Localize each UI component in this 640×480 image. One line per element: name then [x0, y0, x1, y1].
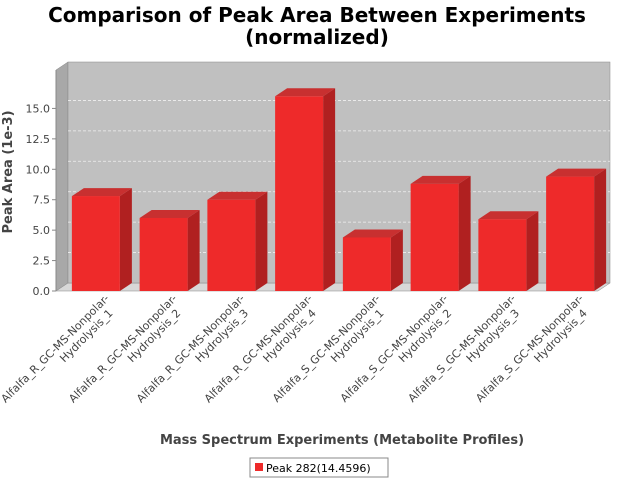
category-label-line: Alfalfa_S_GC-MS-Nonpolar- — [406, 292, 519, 405]
bar-side — [594, 168, 607, 291]
y-tick-label: 15.0 — [26, 102, 51, 115]
y-tick-label: 5.0 — [33, 224, 51, 237]
bar-front — [207, 199, 256, 291]
chart-title-line2: (normalized) — [245, 25, 389, 49]
bar-front — [139, 217, 188, 291]
bar-top — [342, 229, 403, 238]
bar — [139, 209, 200, 291]
category-label-line: Alfalfa_S_GC-MS-Nonpolar- — [338, 292, 451, 405]
y-tick-label: 2.5 — [33, 255, 51, 268]
category-label-line: Alfalfa_S_GC-MS-Nonpolar- — [473, 292, 586, 405]
bar-top — [139, 209, 200, 218]
bar — [478, 211, 539, 291]
category-label: Alfalfa_R_GC-MS-Nonpolar-Hydrolysis_1 — [0, 292, 121, 415]
bar — [71, 188, 132, 291]
category-label-line: Alfalfa_R_GC-MS-Nonpolar- — [202, 292, 315, 405]
bar-front — [275, 96, 324, 291]
bars — [71, 88, 607, 291]
y-tick-label: 10.0 — [26, 163, 51, 176]
bar-side — [390, 229, 403, 291]
bar-top — [410, 175, 471, 184]
bar-side — [323, 88, 336, 291]
category-label-line: Alfalfa_R_GC-MS-Nonpolar- — [0, 292, 112, 405]
bar-front — [478, 219, 527, 291]
bar-front — [410, 183, 459, 291]
bar — [207, 191, 268, 291]
chart-title-line1: Comparison of Peak Area Between Experime… — [48, 3, 586, 27]
category-label-line: Alfalfa_R_GC-MS-Nonpolar- — [134, 292, 247, 405]
y-tick-label: 7.5 — [33, 194, 51, 207]
bar-top — [275, 88, 336, 97]
x-axis-title: Mass Spectrum Experiments (Metabolite Pr… — [160, 433, 524, 448]
bar — [275, 88, 336, 291]
bar-side — [526, 211, 539, 291]
bar-top — [478, 211, 539, 220]
bar — [546, 168, 607, 291]
bar-side — [119, 188, 132, 291]
y-tick-label: 0.0 — [33, 285, 51, 298]
bar-side — [458, 175, 471, 291]
legend-box — [249, 457, 389, 478]
y-axis-title: Peak Area (1e-3) — [1, 110, 16, 233]
plot-left-wall — [55, 61, 69, 292]
y-tick-label: 12.5 — [26, 133, 51, 146]
bar-front — [546, 176, 595, 291]
bar-side — [187, 209, 200, 291]
bar — [342, 229, 403, 291]
bar-top — [207, 191, 268, 200]
y-axis-ticks: 0.0 2.5 5.0 7.5 10.0 12.5 15.0 — [26, 70, 57, 298]
legend-label: Peak 282(14.4596) — [266, 462, 371, 475]
bar-top — [71, 188, 132, 197]
bar-top — [546, 168, 607, 177]
legend: Peak 282(14.4596) — [249, 457, 389, 478]
category-labels: Alfalfa_R_GC-MS-Nonpolar-Hydrolysis_1Alf… — [0, 292, 590, 415]
legend-swatch — [255, 463, 263, 471]
category-label-line: Alfalfa_S_GC-MS-Nonpolar- — [270, 292, 383, 405]
bar-front — [342, 237, 391, 291]
bar-side — [255, 191, 268, 291]
category-label-line: Alfalfa_R_GC-MS-Nonpolar- — [66, 292, 179, 405]
bar-front — [71, 196, 120, 291]
bar — [410, 175, 471, 291]
